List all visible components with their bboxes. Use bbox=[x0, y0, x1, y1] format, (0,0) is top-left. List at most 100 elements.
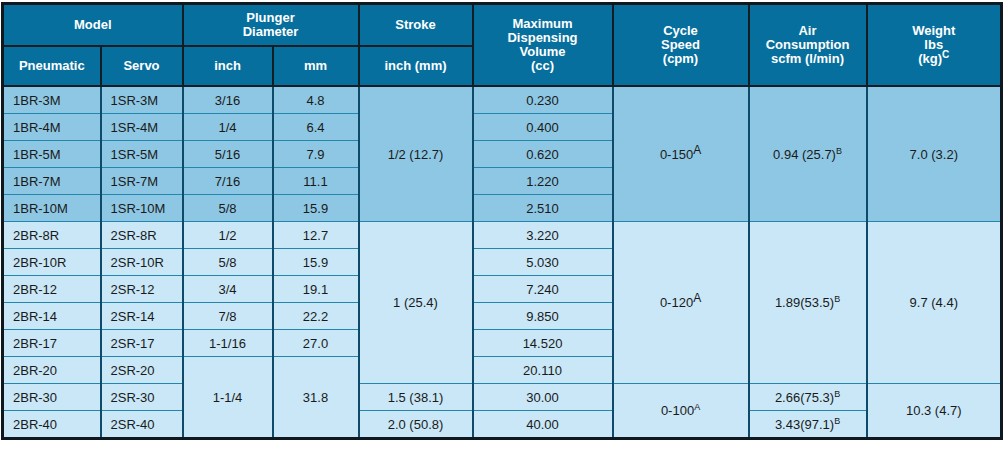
table-row: 2BR-402SR-402.0 (50.8)40.003.43(97.1)B bbox=[3, 411, 1002, 439]
cell-value: 1/2 bbox=[218, 228, 236, 243]
cell-value: 7/16 bbox=[215, 174, 240, 189]
cell-cycle-speed: 0-150A bbox=[613, 86, 749, 222]
cell-value: 3.220 bbox=[526, 228, 559, 243]
header-label: scfm (l/min) bbox=[771, 51, 844, 66]
cell-plunger-diameter-inch: 5/8 bbox=[183, 195, 273, 222]
footnote-marker: A bbox=[694, 402, 700, 412]
cell-value: 1.220 bbox=[526, 174, 559, 189]
cell-air-consumption: 1.89(53.5)B bbox=[749, 222, 867, 384]
cell-max-dispensing-volume: 1.220 bbox=[473, 168, 613, 195]
cell-value: 2BR-8R bbox=[13, 228, 59, 243]
cell-value: 2BR-17 bbox=[13, 336, 57, 351]
header-label: Stroke bbox=[395, 17, 435, 32]
cell-plunger-diameter-inch: 3/4 bbox=[183, 276, 273, 303]
cell-value: 7/8 bbox=[218, 309, 236, 324]
cell-value: 5.030 bbox=[526, 255, 559, 270]
cell-value: 2SR-12 bbox=[111, 282, 155, 297]
cell-value: 7.240 bbox=[526, 282, 559, 297]
cell-pneumatic-model: 2BR-12 bbox=[3, 276, 101, 303]
cell-plunger-diameter-mm: 7.9 bbox=[273, 141, 359, 168]
cell-value: 9.850 bbox=[526, 309, 559, 324]
footnote-marker: B bbox=[834, 388, 840, 398]
header-label: (kg) bbox=[918, 51, 942, 66]
cell-pneumatic-model: 1BR-4M bbox=[3, 114, 101, 141]
cell-value: 10.3 (4.7) bbox=[906, 403, 962, 418]
cell-servo-model: 2SR-14 bbox=[101, 303, 183, 330]
cell-value: 3.43(97.1) bbox=[775, 417, 834, 432]
cell-max-dispensing-volume: 7.240 bbox=[473, 276, 613, 303]
header-label: Consumption bbox=[766, 37, 850, 52]
cell-servo-model: 2SR-20 bbox=[101, 357, 183, 384]
header-label: Plunger bbox=[246, 10, 294, 25]
cell-air-consumption: 3.43(97.1)B bbox=[749, 411, 867, 439]
header-servo: Servo bbox=[101, 46, 183, 86]
cell-value: 30.00 bbox=[526, 390, 559, 405]
cell-value: 2.66(75.3) bbox=[775, 390, 834, 405]
cell-plunger-diameter-mm: 22.2 bbox=[273, 303, 359, 330]
header-label: Servo bbox=[123, 58, 159, 73]
cell-max-dispensing-volume: 9.850 bbox=[473, 303, 613, 330]
cell-value: 27.0 bbox=[303, 336, 328, 351]
cell-max-dispensing-volume: 3.220 bbox=[473, 222, 613, 249]
header-inch: inch bbox=[183, 46, 273, 86]
header-row-1: ModelPlungerDiameterStrokeMaximumDispens… bbox=[3, 4, 1002, 47]
cell-pneumatic-model: 2BR-17 bbox=[3, 330, 101, 357]
cell-pneumatic-model: 1BR-3M bbox=[3, 86, 101, 114]
cell-value: 1BR-7M bbox=[13, 174, 61, 189]
cell-plunger-diameter-mm: 15.9 bbox=[273, 195, 359, 222]
cell-value: 40.00 bbox=[526, 417, 559, 432]
cell-pneumatic-model: 2BR-14 bbox=[3, 303, 101, 330]
footnote-marker: C bbox=[942, 49, 949, 60]
cell-value: 1.89(53.5) bbox=[775, 295, 834, 310]
cell-value: 2BR-40 bbox=[13, 417, 57, 432]
cell-value: 20.110 bbox=[523, 363, 562, 378]
cell-plunger-diameter-mm: 27.0 bbox=[273, 330, 359, 357]
header-model: Model bbox=[3, 4, 183, 47]
cell-value: 3/16 bbox=[215, 93, 240, 108]
cell-plunger-diameter-inch: 1-1/4 bbox=[183, 357, 273, 439]
cell-value: 1.5 (38.1) bbox=[388, 390, 444, 405]
cell-value: 4.8 bbox=[306, 93, 324, 108]
header-max-dispensing-volume: MaximumDispensingVolume(cc) bbox=[473, 4, 613, 87]
cell-max-dispensing-volume: 0.620 bbox=[473, 141, 613, 168]
cell-value: 9.7 (4.4) bbox=[910, 295, 958, 310]
cell-servo-model: 1SR-5M bbox=[101, 141, 183, 168]
cell-plunger-diameter-inch: 5/8 bbox=[183, 249, 273, 276]
cell-value: 2SR-17 bbox=[111, 336, 155, 351]
cell-value: 3/4 bbox=[218, 282, 236, 297]
header-weight: Weightlbs(kg)C bbox=[867, 4, 1002, 87]
cell-value: 2SR-20 bbox=[111, 363, 155, 378]
table-header: Model PlungerDiameter Stroke MaximumDispens… bbox=[3, 4, 1002, 87]
cell-value: 0-150 bbox=[660, 147, 693, 162]
header-stroke: Stroke bbox=[359, 4, 473, 47]
table-body: 1BR-3M1SR-3M3/164.81/2 (12.7)0.2300-150A… bbox=[3, 86, 1002, 439]
cell-value: 2.510 bbox=[526, 201, 559, 216]
cell-value: 1SR-4M bbox=[111, 120, 159, 135]
cell-value: 1-1/4 bbox=[213, 390, 243, 405]
cell-pneumatic-model: 2BR-10R bbox=[3, 249, 101, 276]
cell-weight: 10.3 (4.7) bbox=[867, 384, 1002, 439]
header-inch-mm: inch (mm) bbox=[359, 46, 473, 86]
cell-value: 22.2 bbox=[303, 309, 328, 324]
cell-value: 2BR-30 bbox=[13, 390, 57, 405]
header-label: (cc) bbox=[531, 58, 554, 73]
cell-cycle-speed: 0-100A bbox=[613, 384, 749, 439]
cell-value: 19.1 bbox=[303, 282, 328, 297]
cell-plunger-diameter-mm: 15.9 bbox=[273, 249, 359, 276]
cell-plunger-diameter-mm: 31.8 bbox=[273, 357, 359, 439]
cell-pneumatic-model: 1BR-10M bbox=[3, 195, 101, 222]
cell-value: 0-120 bbox=[660, 295, 693, 310]
header-label: (cpm) bbox=[663, 51, 698, 66]
cell-plunger-diameter-inch: 3/16 bbox=[183, 86, 273, 114]
cell-value: 6.4 bbox=[306, 120, 324, 135]
cell-max-dispensing-volume: 14.520 bbox=[473, 330, 613, 357]
cell-value: 1BR-4M bbox=[13, 120, 61, 135]
header-mm: mm bbox=[273, 46, 359, 86]
cell-value: 1BR-3M bbox=[13, 93, 61, 108]
cell-stroke: 1 (25.4) bbox=[359, 222, 473, 384]
header-label: Diameter bbox=[243, 24, 299, 39]
page: Model PlungerDiameter Stroke MaximumDispens… bbox=[0, 0, 1006, 440]
cell-weight: 7.0 (3.2) bbox=[867, 86, 1002, 222]
cell-plunger-diameter-inch: 1/2 bbox=[183, 222, 273, 249]
cell-plunger-diameter-inch: 5/16 bbox=[183, 141, 273, 168]
